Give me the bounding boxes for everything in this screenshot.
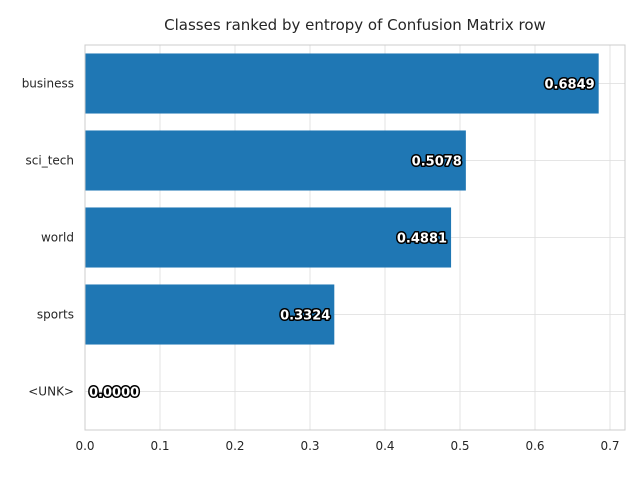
x-tick-label: 0.4 (375, 439, 394, 453)
value-label: 0.0000 (89, 386, 139, 401)
category-label: <UNK> (28, 385, 74, 399)
value-label: 0.6849 (545, 78, 595, 93)
chart-title: Classes ranked by entropy of Confusion M… (164, 16, 546, 34)
value-labels: 0.6849 0.5078 0.4881 0.3324 0.0000 (88, 76, 597, 402)
x-tick-label: 0.0 (75, 439, 94, 453)
bar-world (85, 207, 452, 268)
x-tick-label: 0.3 (300, 439, 319, 453)
bar-sci_tech (85, 130, 466, 191)
bars (85, 53, 599, 345)
category-label: world (41, 231, 74, 245)
plot-frame (84, 44, 626, 431)
bar-sports (85, 284, 335, 345)
x-tick-label: 0.2 (225, 439, 244, 453)
x-tick-label: 0.7 (600, 439, 619, 453)
bar-business (85, 53, 599, 114)
x-tick-labels: 0.0 0.1 0.2 0.3 0.4 0.5 0.6 0.7 (75, 439, 619, 453)
category-label: sports (37, 308, 74, 322)
value-label: 0.3324 (280, 309, 330, 324)
x-tick-label: 0.5 (450, 439, 469, 453)
value-label: 0.5078 (412, 155, 462, 170)
category-label: sci_tech (26, 154, 74, 168)
x-tick-label: 0.6 (525, 439, 544, 453)
x-tick-label: 0.1 (150, 439, 169, 453)
category-label: business (22, 77, 74, 91)
value-label: 0.4881 (397, 232, 447, 247)
